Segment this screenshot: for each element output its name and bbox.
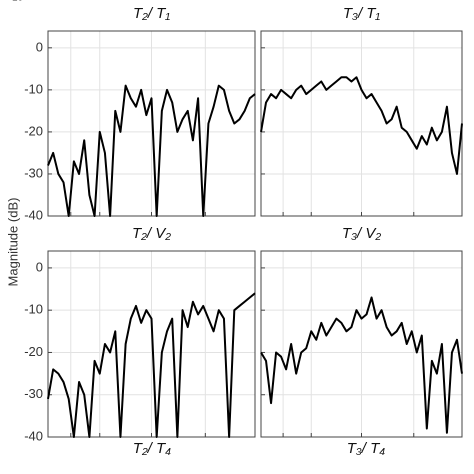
y-tick-label: -30 <box>24 165 43 180</box>
y-tick-label: -20 <box>24 123 43 138</box>
y-tick-label: 0 <box>36 259 43 274</box>
axes-box <box>47 250 256 438</box>
y-tick-label: -40 <box>24 207 43 222</box>
chart-title: T₂/ T₁ <box>133 5 170 22</box>
y-tick-label: -10 <box>24 81 43 96</box>
chart-title: T₂/ V₂ <box>132 225 171 242</box>
series-line <box>260 76 463 175</box>
exponent-label: 10 <box>12 0 24 4</box>
series-line <box>260 296 463 434</box>
y-tick-label: 0 <box>36 39 43 54</box>
y-tick-label: -30 <box>24 386 43 401</box>
chart-title: T₃/ V₂ <box>342 225 381 242</box>
y-tick-label: -10 <box>24 302 43 317</box>
y-axis-label: Magnitude (dB) <box>5 198 20 287</box>
chart-title: T₃/ T₁ <box>343 5 381 22</box>
series-line <box>47 292 256 438</box>
cropped-title: T₂/ T₄ <box>133 440 171 457</box>
series-line <box>47 84 256 217</box>
y-tick-label: -20 <box>24 344 43 359</box>
cropped-title: T₃/ T₄ <box>347 440 386 457</box>
axes-box <box>47 30 256 217</box>
y-tick-label: -40 <box>24 428 43 443</box>
axes-box <box>260 250 463 438</box>
